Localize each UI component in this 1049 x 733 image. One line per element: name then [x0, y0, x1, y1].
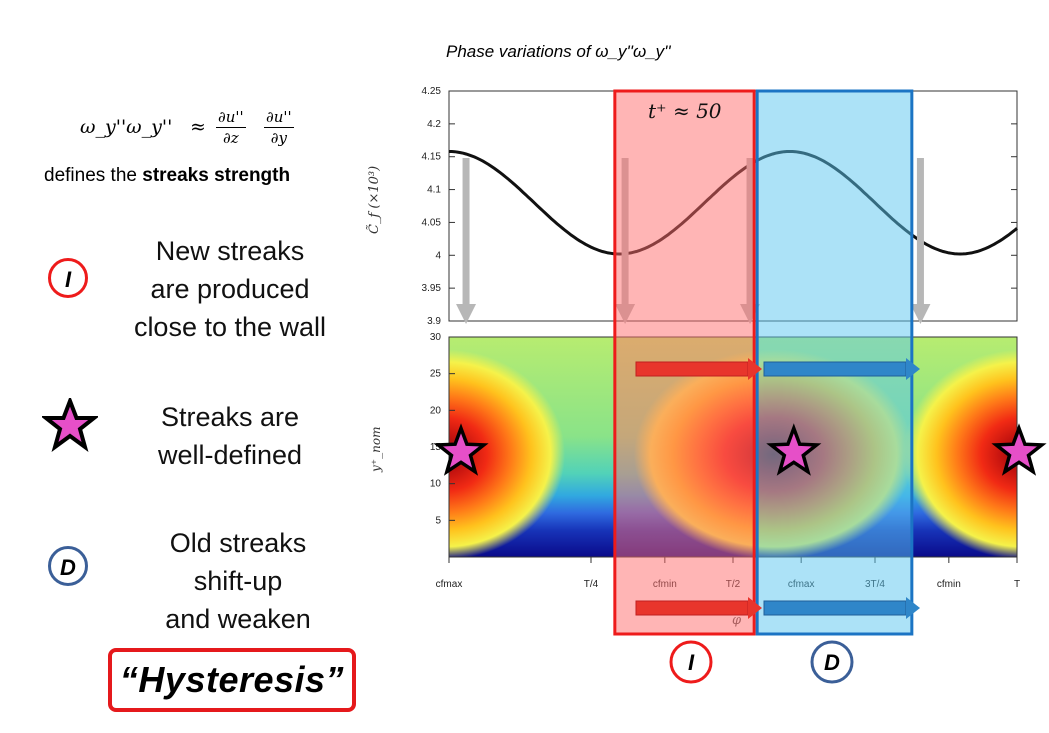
new-streaks-description: New streaks are produced close to the wa…: [110, 232, 350, 346]
desc-line: New streaks: [155, 236, 305, 266]
star-icon: [42, 398, 98, 452]
fraction-1-numerator: ∂u'': [216, 108, 246, 128]
heatmap-x-tick-label: cfmax: [436, 579, 463, 590]
chart-title: Phase variations of ω_y''ω_y'': [446, 42, 671, 61]
desc-line: well-defined: [157, 440, 303, 470]
decrease-arrowhead-bottom: [906, 597, 920, 619]
gray-arrow-head: [456, 304, 477, 324]
cf-y-tick-label: 4.15: [422, 152, 442, 163]
streak-hotspot: [449, 349, 565, 557]
decrease-arrow-bottom: [763, 600, 907, 616]
streak-strength-formula: ω_y''ω_y'' ≈ ∂u'' ∂z ∂u'' ∂y: [80, 108, 320, 156]
gray-arrow-head: [910, 304, 931, 324]
star-icon: [433, 423, 489, 476]
heatmap-x-tick-label: T: [1014, 579, 1020, 590]
cf-y-tick-label: 3.95: [422, 283, 442, 294]
heatmap-y-tick-label: 15: [430, 442, 442, 453]
heatmap-y-tick-label: 10: [430, 479, 442, 490]
decrease-badge-label: D: [824, 650, 840, 675]
heatmap-x-tick-label: T/4: [584, 579, 599, 590]
formula-lhs: ω_y''ω_y'': [80, 116, 173, 138]
desc-line: close to the wall: [133, 312, 327, 342]
cf-y-tick-label: 4.05: [422, 217, 442, 228]
decrease-arrow-top: [763, 361, 907, 377]
heatmap-y-tick-label: 5: [435, 515, 441, 526]
star-icon: [991, 423, 1047, 476]
decrease-arrowhead-top: [906, 358, 920, 380]
increase-badge-label: I: [688, 650, 695, 675]
streaks-strength-definition: defines the streaks strength: [44, 165, 290, 187]
fraction-2-numerator: ∂u'': [264, 108, 294, 128]
well-defined-description: Streaks are well-defined: [120, 398, 340, 474]
formula-approx: ≈: [190, 116, 206, 138]
heatmap-y-tick-label: 30: [430, 332, 442, 343]
formula-fraction-1: ∂u'' ∂z: [216, 108, 246, 147]
cf-y-tick-label: 4.2: [427, 119, 441, 130]
formula-fraction-2: ∂u'' ∂y: [264, 108, 294, 147]
cf-y-tick-label: 4.25: [422, 86, 442, 97]
phase-arrows: [635, 358, 920, 619]
cf-y-tick-label: 4.1: [427, 185, 441, 196]
desc-line: and weaken: [165, 604, 311, 634]
hysteresis-label: “Hysteresis”: [108, 648, 356, 712]
desc-line: Old streaks: [169, 528, 307, 558]
increase-phase-badge: I: [48, 258, 88, 298]
increase-arrow-top: [635, 361, 749, 377]
streak-hotspot: [903, 349, 1017, 557]
old-streaks-description: Old streaks shift-up and weaken: [120, 524, 356, 638]
definition-prefix: defines the: [44, 165, 143, 186]
cf-y-tick-label: 3.9: [427, 316, 441, 327]
fraction-1-denominator: ∂z: [223, 129, 239, 147]
time-annotation: t⁺ ≈ 50: [648, 99, 722, 123]
increase-arrowhead-bottom: [748, 597, 762, 619]
heatmap-y-label: y⁺_nom: [369, 427, 383, 473]
desc-line: are produced: [150, 274, 310, 304]
decrease-phase-badge: D: [48, 546, 88, 586]
streak-maxima-markers: [433, 423, 1047, 476]
increase-arrow-bottom: [635, 600, 749, 616]
fraction-2-denominator: ∂y: [270, 129, 287, 147]
star-icon: [766, 423, 822, 476]
desc-line: shift-up: [193, 566, 283, 596]
heatmap-y-tick-label: 25: [430, 369, 442, 380]
heatmap-x-tick-label: cfmin: [937, 579, 961, 590]
heatmap-y-tick-label: 20: [430, 405, 442, 416]
cf-y-tick-label: 4: [435, 250, 441, 261]
increase-phase-bottom-badge: [669, 640, 713, 684]
cf-y-axis: 3.9 3.95 4 4.05 4.1 4.15 4.2 4.25: [422, 86, 1017, 327]
cf-y-label: C̃_f (×10³): [366, 166, 382, 234]
desc-line: Streaks are: [160, 402, 300, 432]
definition-bold: streaks strength: [142, 165, 291, 186]
decrease-phase-bottom-badge: [810, 640, 854, 684]
increase-arrowhead-top: [748, 358, 762, 380]
